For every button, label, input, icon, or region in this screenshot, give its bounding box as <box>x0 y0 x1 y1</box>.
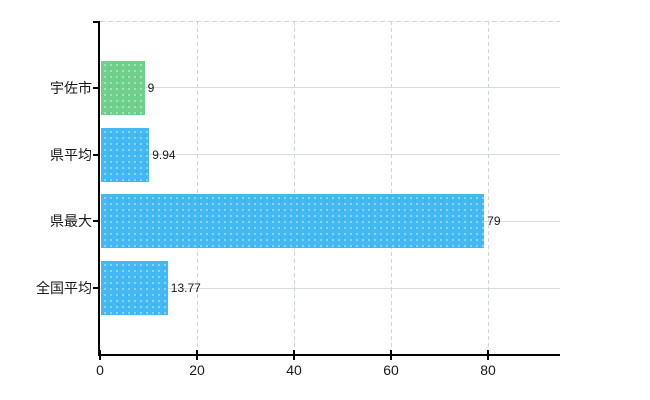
bar-0[interactable] <box>101 60 145 115</box>
vertical-gridline <box>488 21 489 355</box>
y-axis-tick <box>93 153 100 156</box>
bar-value-label: 9.94 <box>152 147 176 162</box>
horizontal-gridline <box>100 287 560 289</box>
category-label: 県平均 <box>50 146 92 163</box>
x-tick-label: 80 <box>480 362 496 378</box>
x-tick-label: 60 <box>383 362 399 378</box>
plot-top-border <box>100 21 560 22</box>
y-axis-line <box>98 21 100 356</box>
category-label: 宇佐市 <box>50 79 92 96</box>
y-axis-tick <box>93 86 100 89</box>
y-axis-tick <box>93 287 100 290</box>
category-label: 全国平均 <box>36 280 92 297</box>
bar-3[interactable] <box>101 261 168 316</box>
vertical-gridline <box>391 21 392 355</box>
x-axis-line <box>98 354 560 356</box>
bar-value-label: 79 <box>487 214 501 229</box>
x-tick-label: 0 <box>96 362 104 378</box>
bar-value-label: 9 <box>147 80 155 95</box>
horizontal-gridline <box>100 154 560 156</box>
bar-2[interactable] <box>101 194 485 249</box>
x-tick-label: 20 <box>189 362 205 378</box>
y-axis-endcap-tick <box>93 21 100 23</box>
vertical-gridline <box>197 21 198 355</box>
bar-value-label: 13.77 <box>170 281 201 296</box>
y-axis-tick <box>93 220 100 223</box>
vertical-gridline <box>294 21 295 355</box>
x-tick-label: 40 <box>286 362 302 378</box>
bar-1[interactable] <box>101 127 150 182</box>
horizontal-gridline <box>100 87 560 89</box>
category-label: 県最大 <box>50 213 92 230</box>
